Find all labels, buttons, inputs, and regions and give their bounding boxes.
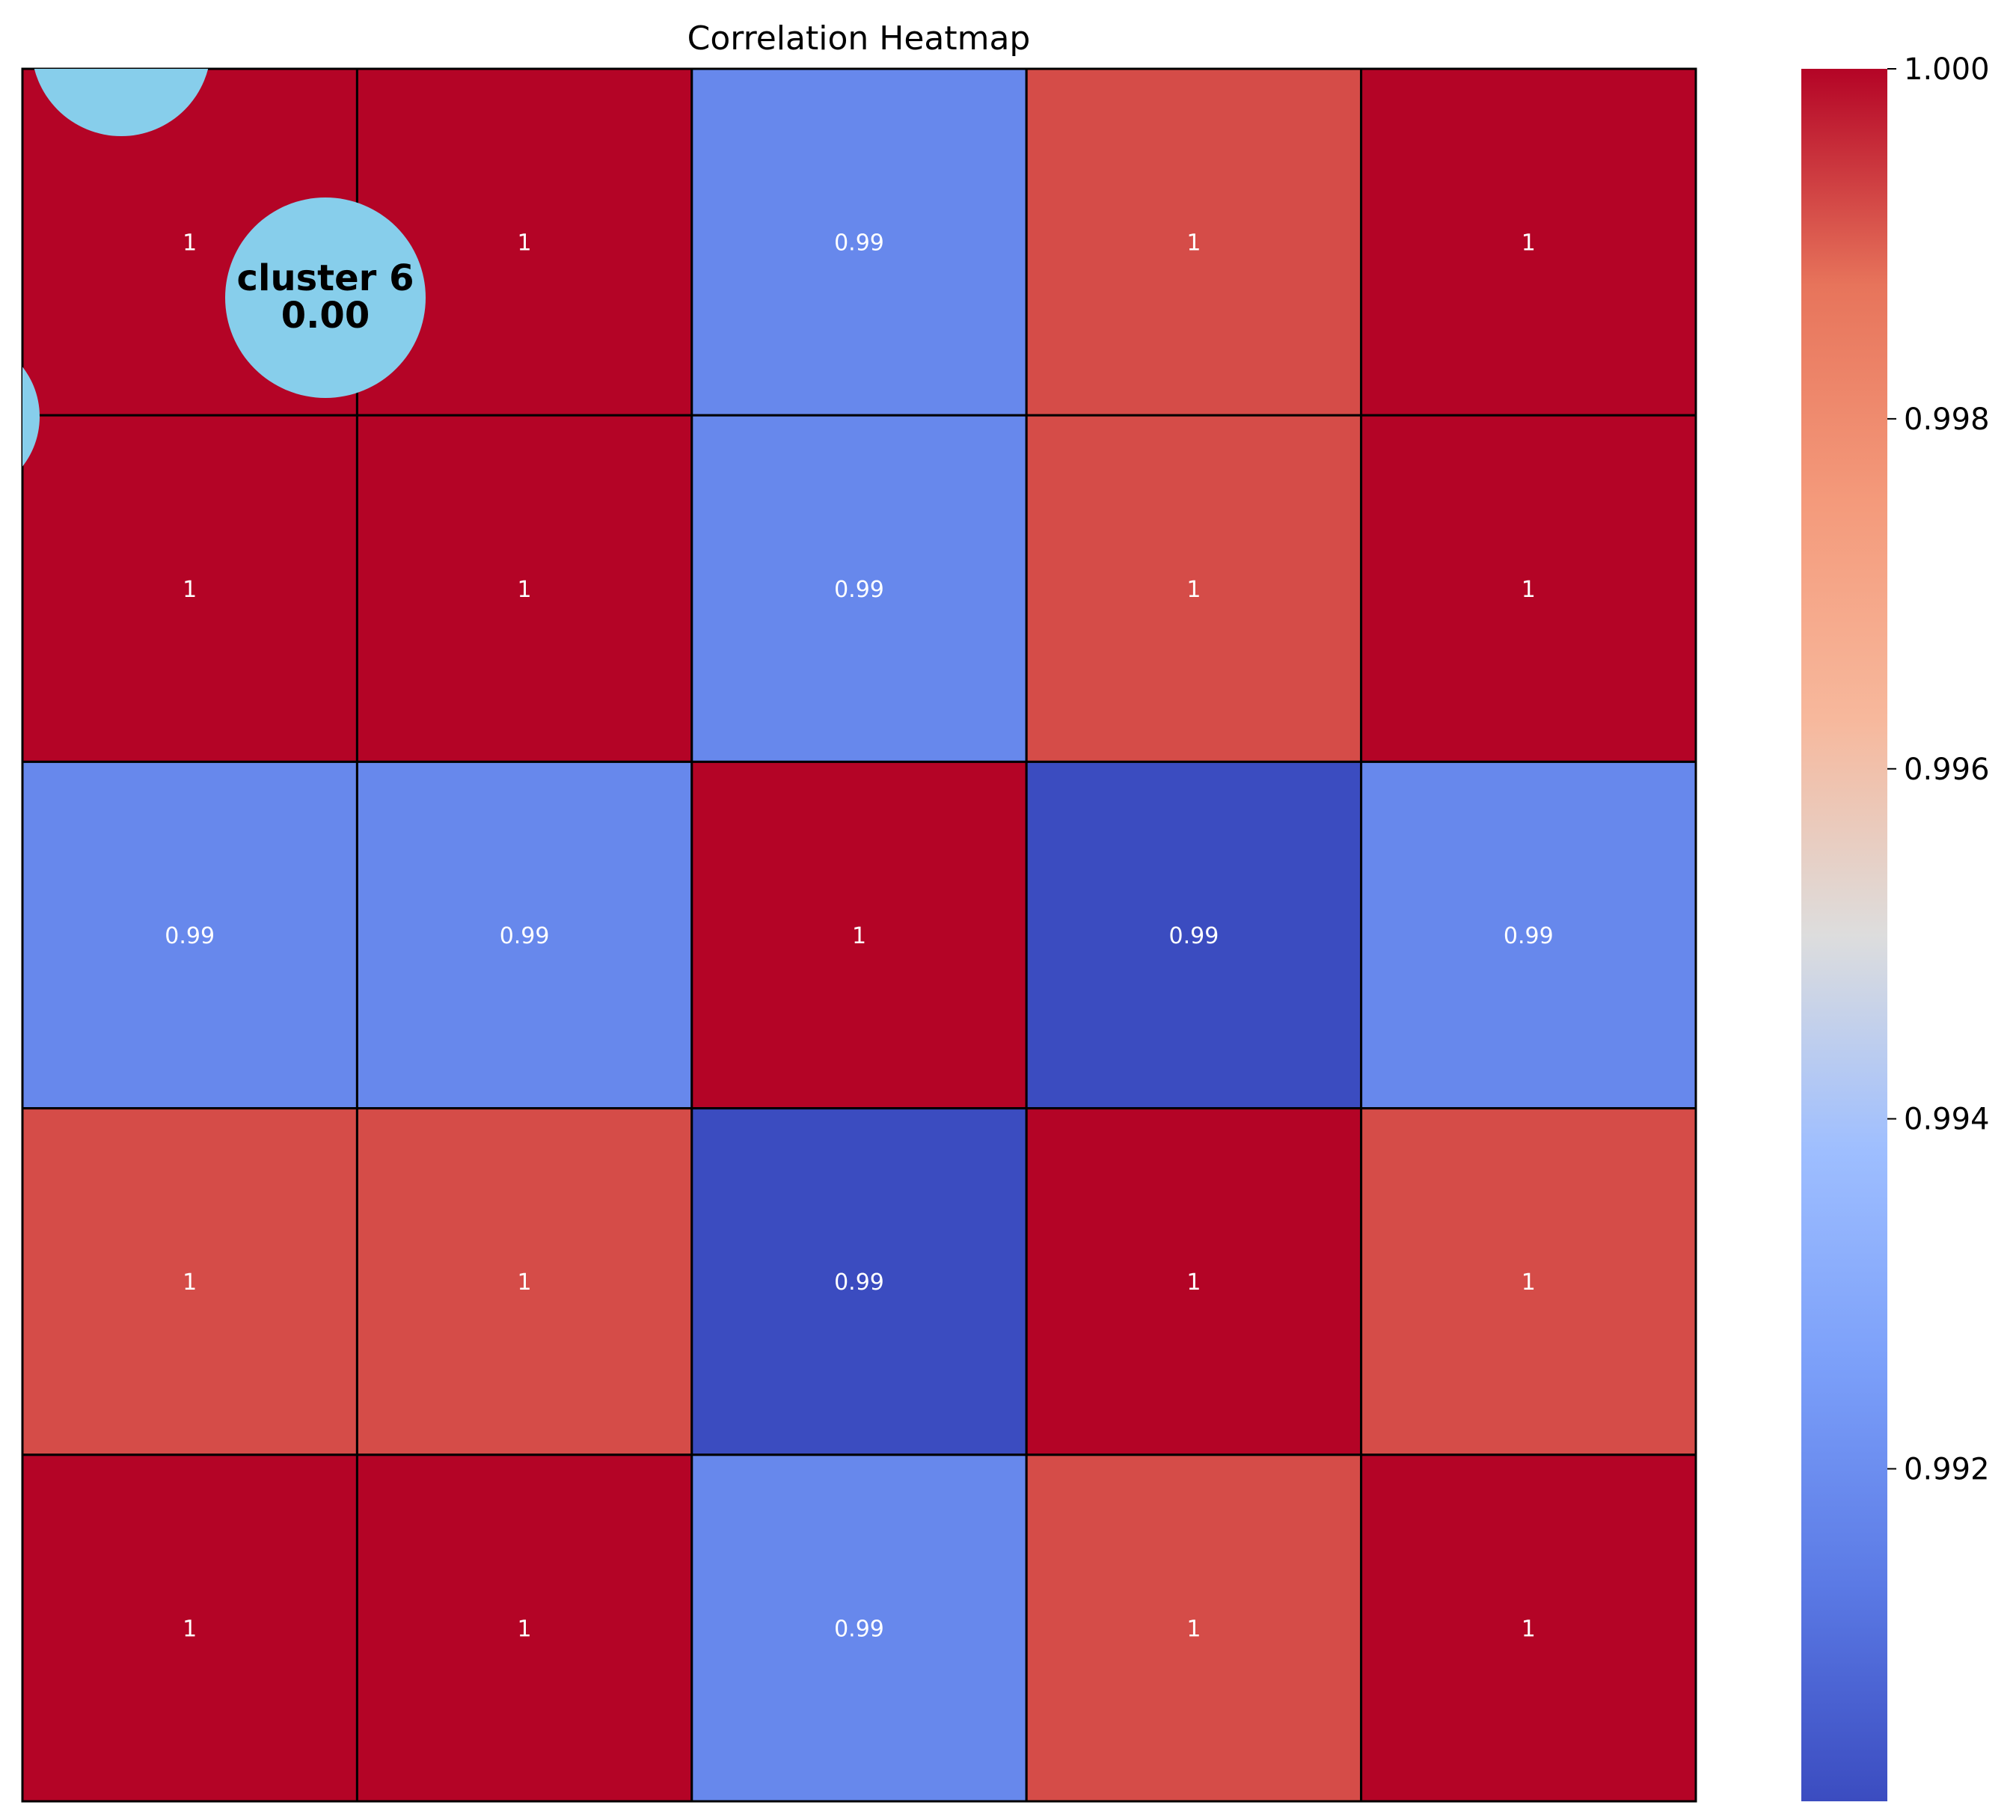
heatmap-cell-label-r3-c1: 1 [518,1269,532,1296]
heatmap-cell-label-r1-c2: 0.99 [834,577,884,603]
heatmap-cell-r0-c2 [690,67,1028,417]
heatmap-cell-r0-c3 [1025,67,1363,417]
heatmap-cell-label-r1-c3: 1 [1186,577,1201,603]
heatmap-cell-r4-c2 [690,1453,1028,1803]
overlay-bubble-3 [22,367,40,467]
heatmap-cell-label-r3-c2: 0.99 [834,1269,884,1296]
heatmap-cell-r1-c1 [355,414,693,763]
heatmap-cell-r2-c3 [1025,760,1363,1110]
heatmap-cell-label-r3-c0: 1 [183,1269,197,1296]
heatmap-cell-label-r0-c3: 1 [1186,230,1201,257]
heatmap-cell-r2-c4 [1360,760,1697,1110]
heatmap-cell-r0-c4 [1360,67,1697,417]
overlay-bubbles [22,69,426,467]
heatmap-cell-label-r2-c0: 0.99 [165,923,215,949]
heatmap-cell-r1-c4 [1360,414,1697,763]
heatmap-cell-r0-c1 [355,67,693,417]
overlay-bubble-2-value: 0.00 [281,295,370,337]
heatmap-cells [21,67,1697,1803]
colorbar-ticks: 0.992 0.994 0.996 0.998 1.000 [1887,52,1990,1487]
heatmap-cell-label-r2-c4: 0.99 [1504,923,1554,949]
heatmap-cell-label-r3-c4: 1 [1522,1269,1536,1296]
overlay-bubble-2-label: cluster 6 [237,257,414,299]
heatmap-cell-r1-c2 [690,414,1028,763]
colorbar-tick-label-0: 0.992 [1904,1453,1990,1487]
heatmap-cell-r3-c1 [355,1107,693,1456]
heatmap-cell-label-r2-c3: 0.99 [1169,923,1219,949]
overlay-bubble-1 [34,69,209,136]
heatmap-cell-label-r1-c4: 1 [1522,577,1536,603]
heatmap-cell-label-r0-c4: 1 [1522,230,1536,257]
colorbar [1801,69,1887,1801]
colorbar-tick-label-2: 0.996 [1904,753,1990,787]
heatmap-cell-label-r0-c2: 0.99 [834,230,884,257]
heatmap-cell-label-r2-c2: 1 [852,923,866,949]
heatmap-cell-r3-c3 [1025,1107,1363,1456]
heatmap-cell-r3-c2 [690,1107,1028,1456]
heatmap-cell-r2-c2 [690,760,1028,1110]
heatmap-cell-label-r4-c1: 1 [518,1616,532,1642]
chart-title: Correlation Heatmap [687,19,1031,58]
heatmap-cell-r4-c1 [355,1453,693,1803]
heatmap-cell-label-r0-c0: 1 [183,230,197,257]
colorbar-tick-label-1: 0.994 [1904,1103,1990,1137]
heatmap-cell-label-r1-c0: 1 [183,577,197,603]
heatmap-cell-label-r0-c1: 1 [518,230,532,257]
heatmap-cell-r3-c0 [21,1107,358,1456]
heatmap-cell-r4-c0 [21,1453,358,1803]
heatmap-cell-r2-c1 [355,760,693,1110]
heatmap-cell-label-r4-c0: 1 [183,1616,197,1642]
heatmap-cell-label-r2-c1: 0.99 [500,923,550,949]
heatmap-cell-r3-c4 [1360,1107,1697,1456]
heatmap-cell-r4-c4 [1360,1453,1697,1803]
heatmap-cell-label-r4-c2: 0.99 [834,1616,884,1642]
overlay-bubble-2 [225,197,426,398]
heatmap-cell-label-r4-c3: 1 [1186,1616,1201,1642]
heatmap-cell-r1-c0 [21,414,358,763]
colorbar-tick-label-4: 1.000 [1904,52,1990,87]
heatmap-cell-label-r1-c1: 1 [518,577,532,603]
colorbar-tick-label-3: 0.998 [1904,402,1990,437]
heatmap-cell-label-r4-c4: 1 [1522,1616,1536,1642]
heatmap-cell-label-r3-c3: 1 [1186,1269,1201,1296]
heatmap-cell-labels: 1 1 0.99 1 1 1 1 0.99 1 1 0.99 0.99 1 0.99 0.99 1 1 0.99 1… [165,230,1553,1643]
